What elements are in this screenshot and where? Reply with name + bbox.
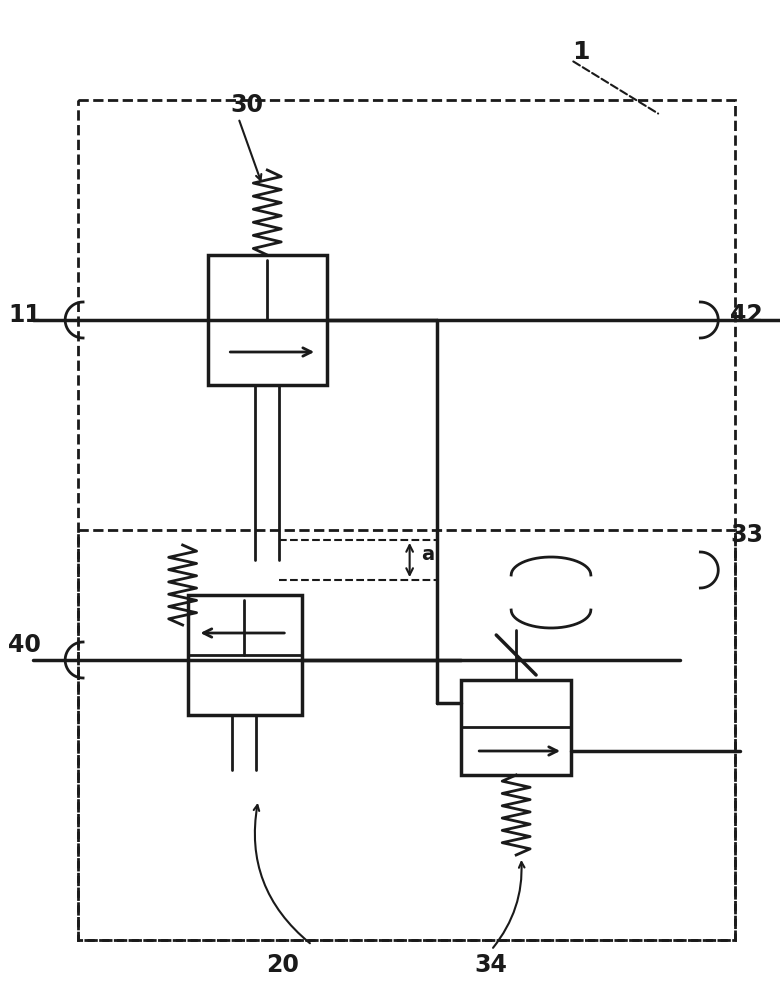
Text: 20: 20 [266,953,299,977]
Text: 42: 42 [730,303,763,327]
Bar [78,100,736,940]
Text: a: a [421,546,434,564]
Text: 34: 34 [475,953,508,977]
Text: 40: 40 [9,633,41,657]
Text: 11: 11 [9,303,41,327]
Text: 30: 30 [231,93,264,117]
Bar [207,255,327,385]
Bar [188,595,302,715]
Bar [78,530,736,940]
Text: 1: 1 [572,40,590,64]
Bar [462,680,571,775]
Text: 33: 33 [730,523,763,547]
